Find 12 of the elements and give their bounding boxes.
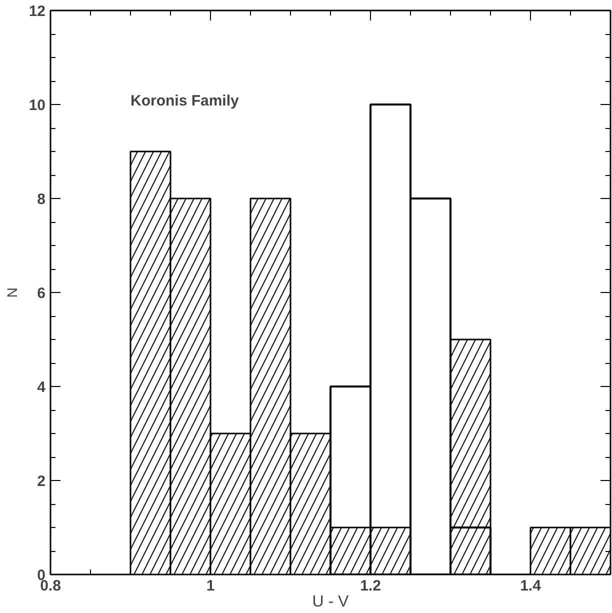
y-tick-label: 8 [37,191,46,208]
y-tick-label: 4 [37,379,46,396]
x-tick-label: 1 [206,578,215,594]
x-axis-title: U - V [312,594,350,610]
y-axis-title: N [4,287,20,298]
y-tick-label: 6 [37,285,46,302]
y-tick-label: 10 [28,97,46,114]
x-tick-label: 1.2 [360,578,381,594]
x-tick-label: 1.4 [520,578,542,594]
annotation: Koronis Family [130,92,240,110]
y-tick-label: 12 [28,3,46,20]
y-tick-label: 2 [37,473,46,490]
